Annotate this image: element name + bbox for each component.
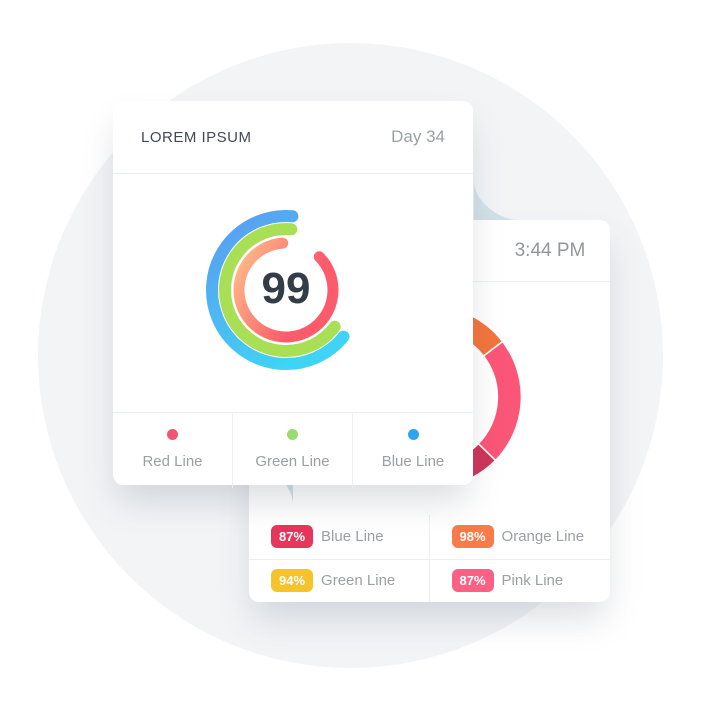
svg-text:99: 99 [262,264,311,313]
